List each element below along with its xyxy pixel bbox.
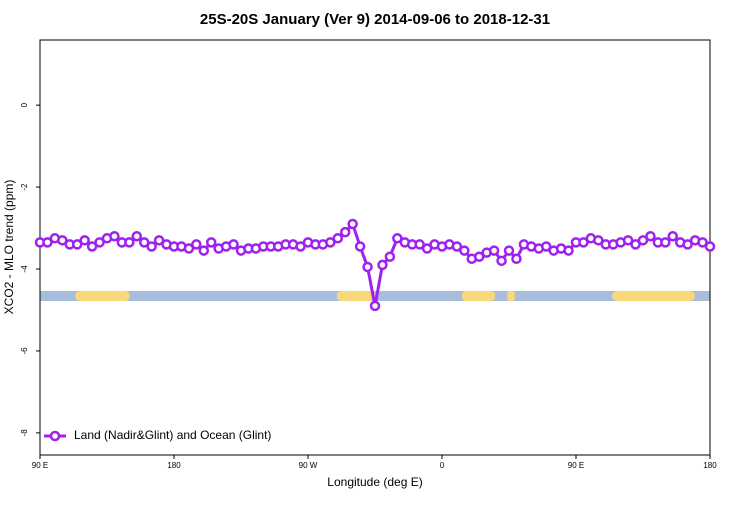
data-point	[79, 235, 90, 246]
y-tick-label: -4	[20, 265, 29, 273]
data-point	[704, 241, 716, 252]
x-tick-label: 90 W	[299, 461, 318, 470]
x-axis-label: Longitude (deg E)	[327, 475, 422, 489]
y-tick-label: 0	[20, 102, 29, 107]
data-point	[124, 237, 135, 248]
data-point	[198, 245, 210, 256]
legend-label: Land (Nadir&Glint) and Ocean (Glint)	[74, 428, 271, 442]
data-point	[362, 261, 373, 273]
data-point	[667, 230, 679, 242]
data-point	[146, 241, 157, 252]
data-point	[451, 241, 463, 252]
x-tick-label: 180	[167, 461, 181, 470]
data-point	[377, 259, 388, 271]
data-point	[697, 237, 708, 248]
x-tick-label: 180	[703, 461, 717, 470]
y-tick-label: -2	[20, 183, 29, 191]
chart-title: 25S-20S January (Ver 9) 2014-09-06 to 20…	[200, 11, 550, 28]
data-point	[228, 239, 239, 250]
legend: Land (Nadir&Glint) and Ocean (Glint)	[44, 428, 271, 442]
data-point	[86, 241, 98, 252]
data-point	[622, 235, 634, 246]
x-tick-label: 0	[440, 461, 445, 470]
data-point	[369, 300, 381, 312]
y-tick-label: -8	[20, 429, 29, 437]
data-point	[347, 218, 358, 230]
data-point	[131, 230, 143, 242]
data-point	[488, 245, 500, 256]
data-point	[384, 251, 396, 262]
data-point	[205, 237, 217, 248]
y-tick-label: -6	[20, 347, 29, 355]
data-point	[183, 243, 195, 254]
data-point	[295, 241, 306, 252]
data-point	[325, 237, 336, 248]
x-tick-label: 90 E	[32, 461, 48, 470]
data-point	[511, 253, 522, 265]
data-point	[563, 245, 574, 256]
legend-marker	[49, 430, 61, 442]
data-point	[138, 237, 150, 248]
x-tick-label: 90 E	[568, 461, 584, 470]
data-point	[660, 237, 671, 248]
data-point	[153, 235, 165, 246]
data-point	[540, 241, 552, 252]
data-point	[392, 233, 403, 244]
data-point	[414, 239, 425, 250]
surface-mask	[40, 291, 710, 301]
data-point	[473, 251, 485, 262]
data-point	[578, 237, 589, 248]
data-point	[109, 230, 120, 242]
data-point	[630, 239, 641, 250]
data-point	[71, 239, 83, 250]
data-point	[593, 235, 604, 246]
data-point	[645, 230, 656, 242]
data-point	[354, 241, 366, 252]
data-point	[332, 233, 344, 244]
y-axis-label: XCO2 - MLO trend (ppm)	[2, 180, 16, 315]
data-point	[496, 255, 507, 267]
data-point	[339, 226, 351, 238]
data-point	[42, 237, 53, 248]
data-point	[637, 235, 649, 246]
data-point	[503, 245, 515, 256]
data-point	[57, 235, 68, 246]
data-point	[94, 237, 105, 248]
data-point	[682, 239, 693, 250]
data-point	[459, 245, 470, 256]
data-point	[191, 239, 202, 250]
data-point	[421, 243, 433, 254]
